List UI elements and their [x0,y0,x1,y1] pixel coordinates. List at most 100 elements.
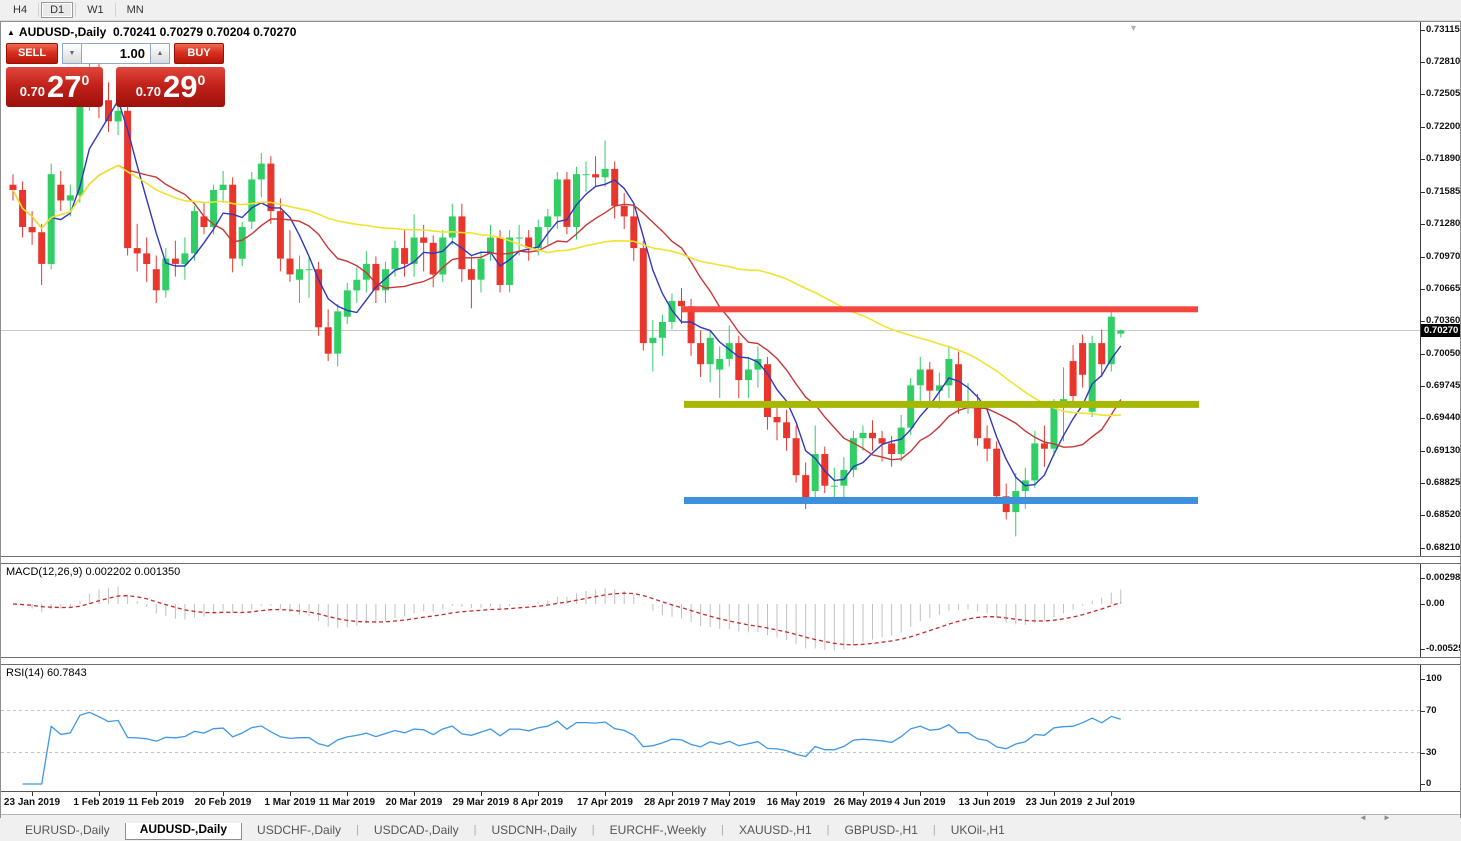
toolbar-separator [75,3,77,17]
chart-tab-usdcaddaily[interactable]: USDCAD-,Daily [373,823,459,837]
rsi-axis-label: 100 [1426,673,1442,684]
axis-tick [1421,578,1425,579]
horizontal-scrollbar[interactable]: ◄ ► [1,813,1460,823]
sell-price-big: 27 [47,69,82,104]
date-label: 8 Apr 2019 [512,797,564,808]
axis-tick [1421,386,1425,387]
chart-symbol-label: AUDUSD-,Daily [18,25,107,39]
price-axis-label: 0.72200 [1426,121,1460,132]
axis-tick [1421,62,1425,63]
rsi-axis-label: 0 [1426,778,1432,789]
date-label: 11 Mar 2019 [318,797,376,808]
date-tick [1054,792,1055,796]
chart-tab-gbpusdh1[interactable]: GBPUSD-,H1 [844,823,918,837]
sell-price-small: 0.70 [19,84,46,99]
trade-price-row: 0.70 27 0 0.70 29 0 [6,67,228,107]
horizontal-level-line-0[interactable] [681,306,1198,313]
timeframe-button-mn[interactable]: MN [126,4,144,16]
tab-separator: | [826,824,830,836]
macd-plot[interactable]: MACD(12,26,9) 0.002202 0.001350 [1,564,1420,657]
date-tick [605,792,606,796]
sell-price-sup: 0 [81,71,90,88]
price-panel: ▲ AUDUSD-,Daily 0.70241 0.70279 0.70204 0… [1,22,1460,556]
axis-tick [1421,30,1425,31]
date-label: 26 May 2019 [833,797,893,808]
date-tick [156,792,157,796]
chart-tab-eurchfweekly[interactable]: EURCHF-,Weekly [609,823,707,837]
axis-tick [1421,548,1425,549]
timeframe-button-w1[interactable]: W1 [87,4,104,16]
rsi-chart [1,710,1420,785]
rsi-axis-label: 70 [1426,705,1437,716]
volume-input[interactable] [82,43,150,64]
axis-tick [1421,127,1425,128]
timeframe-button-d1[interactable]: D1 [41,2,74,18]
axis-tick [1421,224,1425,225]
tab-separator: | [473,824,477,836]
rsi-plot[interactable]: RSI(14) 60.7843 [1,665,1420,791]
sell-button[interactable]: SELL [6,43,58,64]
collapse-triangle-icon[interactable]: ▲ [7,28,15,37]
macd-chart [12,586,1122,651]
chart-title: ▲ AUDUSD-,Daily 0.70241 0.70279 0.70204 0… [7,25,296,39]
tab-separator: | [721,824,724,836]
price-axis-label: 0.71585 [1426,186,1460,197]
price-axis-label: 0.69745 [1426,380,1460,391]
panel-splitter[interactable] [1,556,1460,564]
macd-axis-label: 0.00 [1426,598,1445,609]
price-axis-label: 0.68520 [1426,509,1460,520]
macd-signal-line [12,592,1122,646]
chart-tab-eurusddaily[interactable]: EURUSD-,Daily [25,823,110,837]
date-axis[interactable]: 23 Jan 2019 1 Feb 2019 11 Feb 2019 20 Feb 2… [1,791,1460,814]
candlesticks [9,47,1125,537]
chart-tab-usdcnhdaily[interactable]: USDCNH-,Daily [491,823,577,837]
horizontal-level-line-1[interactable] [684,400,1199,408]
scroll-right-icon[interactable]: ► [1383,813,1391,822]
date-tick [987,792,988,796]
horizontal-level-line-2[interactable] [684,497,1198,504]
date-label: 29 Mar 2019 [452,797,510,808]
chart-tab-ukoilh1[interactable]: UKOil-,H1 [950,823,1005,837]
price-axis-label: 0.71280 [1426,218,1460,229]
date-label: 28 Apr 2019 [644,797,700,808]
date-tick [99,792,100,796]
rsi-axis[interactable]: 100 70 30 0 [1420,665,1460,791]
date-label: 16 May 2019 [766,797,826,808]
axis-tick [1421,289,1425,290]
chart-tab-bar: EURUSD-,Daily AUDUSD-,Daily USDCHF-,Daily |… [0,818,1461,841]
chart-tab-usdchfdaily[interactable]: USDCHF-,Daily [257,823,342,837]
date-label: 17 Apr 2019 [577,797,633,808]
tab-separator: | [932,824,936,836]
date-tick [414,792,415,796]
price-axis[interactable]: 0.70270 0.73115 0.72810 0.72505 0.72200 0.71… [1420,22,1460,556]
price-axis-label: 0.69130 [1426,445,1460,456]
macd-axis[interactable]: 0.002984 0.00 -0.005256 [1420,564,1460,657]
price-chart-plot[interactable]: ▲ AUDUSD-,Daily 0.70241 0.70279 0.70204 0… [1,22,1420,556]
rsi-line [22,711,1121,785]
axis-tick [1421,483,1425,484]
axis-tick [1421,679,1425,680]
axis-tick [1421,257,1425,258]
rsi-label: RSI(14) 60.7843 [6,667,87,679]
panel-splitter[interactable] [1,657,1460,665]
volume-decrease-icon[interactable]: ▼ [62,43,82,64]
axis-tick [1421,354,1425,355]
macd-panel: MACD(12,26,9) 0.002202 0.001350 0.002984… [1,564,1460,657]
buy-button[interactable]: BUY [174,43,224,64]
chart-tab-audusddaily[interactable]: AUDUSD-,Daily [124,818,243,840]
timeframe-button-h4[interactable]: H4 [13,4,28,16]
chart-tab-xauusdh1[interactable]: XAUUSD-,H1 [738,823,812,837]
sell-price-tile[interactable]: 0.70 27 0 [6,67,103,107]
buy-price-tile[interactable]: 0.70 29 0 [116,67,225,107]
date-tick [796,792,797,796]
date-tick [481,792,482,796]
date-label: 20 Mar 2019 [385,797,443,808]
buy-price-big: 29 [163,69,198,104]
volume-increase-icon[interactable]: ▲ [150,43,170,64]
date-tick [729,792,730,796]
candlestick-chart [1,47,1420,537]
scroll-left-icon[interactable]: ◄ [1359,813,1367,822]
date-label: 7 May 2019 [702,797,756,808]
